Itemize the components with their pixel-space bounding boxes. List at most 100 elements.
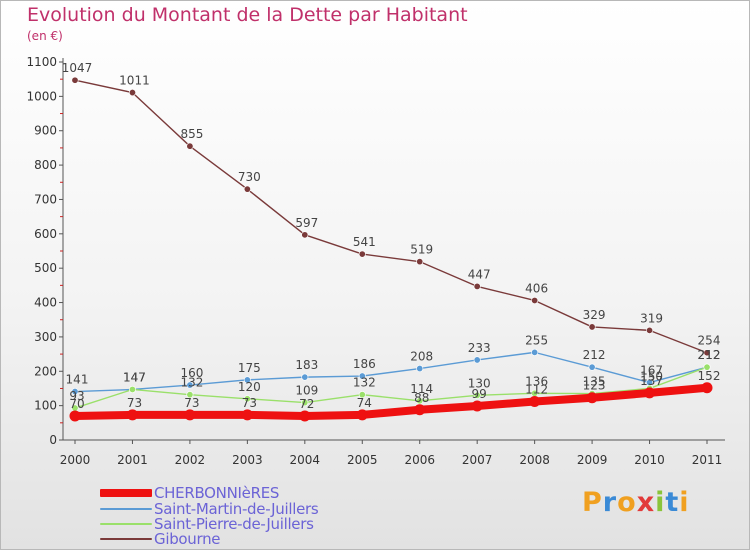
- y-tick-label: 800: [34, 158, 57, 172]
- data-label: 233: [468, 341, 491, 355]
- data-point: [186, 381, 194, 389]
- data-label: 519: [410, 243, 433, 257]
- data-point: [416, 397, 424, 405]
- data-label: 130: [468, 376, 491, 390]
- data-point: [126, 409, 138, 421]
- data-label: 1011: [119, 74, 150, 88]
- data-label: 132: [180, 376, 203, 390]
- data-point: [414, 404, 426, 416]
- data-point: [301, 399, 309, 407]
- data-point: [588, 323, 596, 331]
- series-line-1: [74, 351, 708, 393]
- data-label: 212: [583, 348, 606, 362]
- legend-label: CHERBONNIèRES: [154, 484, 280, 502]
- data-point: [186, 142, 194, 150]
- legend-swatch: [100, 508, 152, 510]
- logo-letter: i: [679, 487, 690, 518]
- x-tick-label: 2009: [577, 453, 608, 467]
- data-label: 212: [698, 348, 721, 362]
- legend-label: Gibourne: [154, 530, 221, 548]
- y-tick-label: 100: [34, 399, 57, 413]
- data-label: 183: [295, 358, 318, 372]
- data-label: 73: [184, 396, 199, 410]
- data-label: 120: [238, 380, 261, 394]
- legend-label: Saint-Martin-de-Juillers: [154, 500, 319, 518]
- logo-letter: P: [582, 487, 603, 518]
- y-tick-label: 900: [34, 124, 57, 138]
- x-tick-label: 2010: [634, 453, 665, 467]
- data-point: [358, 250, 366, 258]
- data-point: [241, 409, 253, 421]
- data-point: [531, 348, 539, 356]
- data-label: 141: [66, 373, 89, 387]
- y-tick-label: 500: [34, 261, 57, 275]
- data-point: [701, 382, 713, 394]
- legend-swatch: [100, 489, 152, 497]
- data-point: [71, 388, 79, 396]
- legend-item-saint-pierre: Saint-Pierre-de-Juillers: [100, 515, 314, 533]
- x-tick-label: 2003: [232, 453, 263, 467]
- data-label: 88: [414, 391, 429, 405]
- data-label: 406: [525, 281, 548, 295]
- data-label: 147: [123, 370, 146, 384]
- data-label: 1047: [62, 61, 93, 75]
- data-label: 160: [180, 366, 203, 380]
- logo-letter: x: [636, 487, 656, 518]
- data-label: 123: [583, 379, 606, 393]
- data-label: 254: [698, 334, 721, 348]
- data-point: [243, 376, 251, 384]
- data-label: 855: [180, 127, 203, 141]
- data-point: [186, 391, 194, 399]
- data-point: [358, 372, 366, 380]
- data-point: [128, 89, 136, 97]
- data-label: 212: [698, 348, 721, 362]
- data-label: 114: [410, 382, 433, 396]
- data-label: 147: [123, 370, 146, 384]
- data-point: [356, 409, 368, 421]
- data-label: 175: [238, 361, 261, 375]
- data-label: 329: [583, 308, 606, 322]
- data-point: [703, 349, 711, 357]
- y-tick-label: 600: [34, 227, 57, 241]
- x-tick-label: 2011: [692, 453, 723, 467]
- x-tick-label: 2006: [404, 453, 435, 467]
- chart-title: Evolution du Montant de la Dette par Hab…: [27, 4, 468, 26]
- data-label: 541: [353, 235, 376, 249]
- data-label: 112: [525, 383, 548, 397]
- data-point: [128, 385, 136, 393]
- logo-letter: r: [602, 487, 618, 518]
- data-point: [473, 282, 481, 290]
- data-label: 99: [472, 387, 487, 401]
- logo-letter: i: [655, 487, 666, 518]
- data-label: 186: [353, 357, 376, 371]
- data-point: [471, 400, 483, 412]
- chart-unit-label: (en €): [27, 29, 63, 43]
- data-label: 730: [238, 170, 261, 184]
- data-point: [71, 76, 79, 84]
- logo-letter: t: [665, 487, 680, 518]
- data-point: [301, 231, 309, 239]
- data-label: 208: [410, 350, 433, 364]
- data-point: [703, 363, 711, 371]
- x-tick-label: 2001: [117, 453, 148, 467]
- legend-item-cherbonnieres: CHERBONNIèRES: [100, 484, 280, 502]
- data-label: 255: [525, 333, 548, 347]
- data-label: 597: [295, 216, 318, 230]
- y-tick-label: 0: [49, 433, 57, 447]
- legend-item-gibourne: Gibourne: [100, 530, 221, 548]
- series-line-0: [71, 383, 711, 420]
- legend-item-saint-martin: Saint-Martin-de-Juillers: [100, 500, 319, 518]
- data-point: [473, 356, 481, 364]
- data-label: 70: [69, 397, 84, 411]
- data-label: 72: [299, 397, 314, 411]
- x-tick-label: 2004: [290, 453, 321, 467]
- data-label: 447: [468, 267, 491, 281]
- data-point: [416, 365, 424, 373]
- data-label: 109: [295, 384, 318, 398]
- legend-swatch: [100, 538, 152, 540]
- data-label: 93: [69, 389, 84, 403]
- data-point: [243, 395, 251, 403]
- data-label: 73: [127, 396, 142, 410]
- data-point: [644, 387, 656, 399]
- x-tick-label: 2008: [519, 453, 550, 467]
